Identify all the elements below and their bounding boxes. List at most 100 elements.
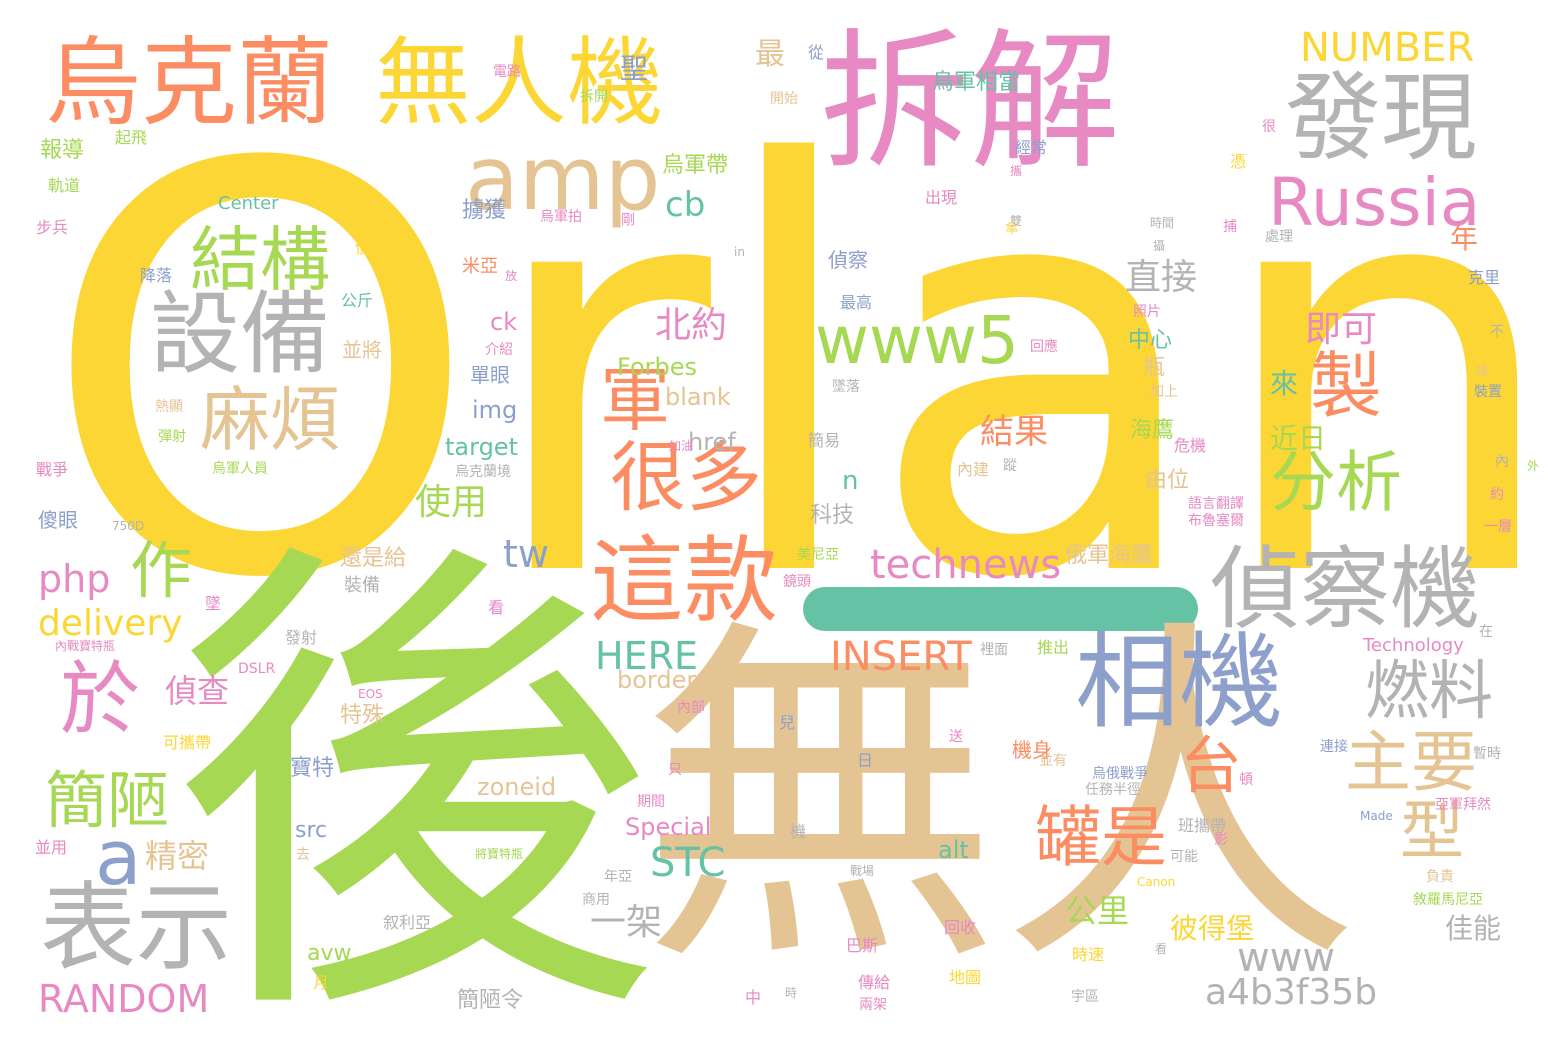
cloud-word: 海鷹 xyxy=(1130,418,1175,443)
cloud-word: 主要 xyxy=(1345,724,1477,801)
cloud-word: 裝備 xyxy=(344,575,380,596)
cloud-word: 相機 xyxy=(1075,621,1284,743)
cloud-word: 墜落 xyxy=(832,379,860,395)
cloud-word: 由位 xyxy=(1145,468,1190,493)
cloud-word: 捕 xyxy=(1223,219,1237,235)
cloud-word: 時 xyxy=(785,986,798,1000)
cloud-word: 最高 xyxy=(840,293,873,312)
cloud-word: a4b3f35b xyxy=(1205,972,1378,1013)
cloud-word: 拆解 xyxy=(820,16,1121,190)
cloud-word: 憑 xyxy=(1230,152,1247,171)
cloud-word: 回收 xyxy=(944,918,977,937)
cloud-word: 傘 xyxy=(1005,221,1019,237)
cloud-word: 烏克蘭 xyxy=(45,27,333,139)
cloud-word: 烏軍人員 xyxy=(212,461,268,477)
cloud-word: 商用 xyxy=(582,892,610,908)
cloud-word: 不 xyxy=(1490,324,1504,340)
cloud-word: 裡面 xyxy=(980,642,1008,658)
cloud-word: 俄軍海鷹 xyxy=(1065,543,1154,568)
cloud-word: 在 xyxy=(1479,624,1493,640)
cloud-word: 地圖 xyxy=(949,968,982,987)
cloud-word: 偵查 xyxy=(165,672,230,710)
cloud-word: 佳能 xyxy=(1445,912,1502,945)
cloud-word: 偵察 xyxy=(828,248,868,272)
cloud-word: 無人 xyxy=(640,590,1360,1009)
cloud-word: 攜 xyxy=(1010,164,1023,178)
cloud-word: 看 xyxy=(488,598,505,617)
cloud-word: 放 xyxy=(505,269,518,283)
cloud-word: 日 xyxy=(857,751,874,770)
cloud-word: 簡易 xyxy=(808,431,841,450)
cloud-word: 雙 xyxy=(1010,214,1023,228)
cloud-word: 步兵 xyxy=(36,218,69,237)
cloud-word: 特殊 xyxy=(340,703,385,728)
cloud-word: 傳給 xyxy=(858,973,891,992)
cloud-word: 亞軍拜然 xyxy=(1435,797,1491,813)
cloud-word: src xyxy=(295,818,328,843)
cloud-word: 偵察機 xyxy=(1210,537,1480,642)
cloud-word: technews xyxy=(870,542,1062,588)
cloud-word: 影 xyxy=(1214,832,1228,848)
cloud-word: 兩架 xyxy=(859,997,887,1013)
cloud-word: 熱顯 xyxy=(155,399,183,415)
cloud-word: INSERT xyxy=(830,634,972,680)
cloud-word: 烏軍帶 xyxy=(662,153,729,178)
cloud-word: 可攜帶 xyxy=(163,733,212,752)
cloud-word: 軌道 xyxy=(48,176,81,195)
cloud-word: 聖 xyxy=(620,52,649,85)
cloud-word: tw xyxy=(503,532,549,576)
cloud-word: 年亞 xyxy=(604,869,632,885)
cloud-word: href xyxy=(688,428,736,456)
cloud-word: 直接 xyxy=(1125,257,1198,298)
cloud-word: www5 xyxy=(815,302,1019,379)
cloud-word: 公里 xyxy=(1065,892,1130,930)
cloud-word: 簡陋 xyxy=(45,764,170,837)
cloud-word: 精密 xyxy=(145,837,210,875)
cloud-word: zoneid xyxy=(477,773,557,801)
cloud-word: 鏡頭 xyxy=(783,574,811,590)
cloud-word: 約 xyxy=(1490,487,1504,503)
cloud-word: 期間 xyxy=(637,794,665,810)
cloud-word: Forbes xyxy=(617,353,698,381)
cloud-word: 回應 xyxy=(1030,339,1058,355)
cloud-word: 擄獲 xyxy=(462,198,507,223)
cloud-word: 北約 xyxy=(655,305,728,346)
cloud-word: 任務半徑 xyxy=(1085,782,1141,798)
cloud-word: 戰場 xyxy=(850,864,875,878)
cloud-word: 作 xyxy=(130,534,193,607)
cloud-word: 克里 xyxy=(1468,268,1501,287)
cloud-word: 經常 xyxy=(1015,138,1048,157)
cloud-word: 公斤 xyxy=(341,291,374,310)
cloud-word: NUMBER xyxy=(1300,25,1475,71)
cloud-word: 近日 xyxy=(1270,422,1327,455)
cloud-word: 罐是 xyxy=(1035,799,1167,876)
cloud-word: 烏軍拍 xyxy=(540,209,582,225)
cloud-word: 布魯塞爾 xyxy=(1188,513,1244,529)
cloud-word: 墜 xyxy=(205,594,222,613)
cloud-word: 宇區 xyxy=(1071,989,1099,1005)
cloud-word: 型 xyxy=(1400,795,1464,869)
cloud-word: 送 xyxy=(949,729,963,745)
cloud-word: 表示 xyxy=(40,872,232,984)
cloud-word: 很 xyxy=(1262,119,1276,135)
cloud-word: 看 xyxy=(1155,942,1168,956)
cloud-word: 戰爭 xyxy=(36,460,69,479)
cloud-word: 最 xyxy=(755,37,785,72)
cloud-word: 敘羅馬尼亞 xyxy=(1413,892,1483,908)
cloud-word: avw xyxy=(307,941,352,966)
cloud-word: Canon xyxy=(1137,875,1176,889)
cloud-word: alt xyxy=(938,836,969,864)
cloud-word: 麻煩 xyxy=(200,379,340,461)
cloud-word: RANDOM xyxy=(38,977,210,1021)
cloud-word: 結果 xyxy=(980,412,1048,452)
cloud-word: php xyxy=(38,557,111,601)
cloud-word: 連接 xyxy=(1320,739,1348,755)
cloud-word: 介紹 xyxy=(485,342,513,358)
cloud-word: 製 xyxy=(1310,344,1383,428)
cloud-word: 美尼亞 xyxy=(797,547,839,563)
cloud-word: delivery xyxy=(38,603,183,644)
cloud-word: a xyxy=(95,813,142,902)
cloud-word: Orlan xyxy=(40,49,1548,701)
cloud-word: 蹤 xyxy=(1003,458,1017,474)
